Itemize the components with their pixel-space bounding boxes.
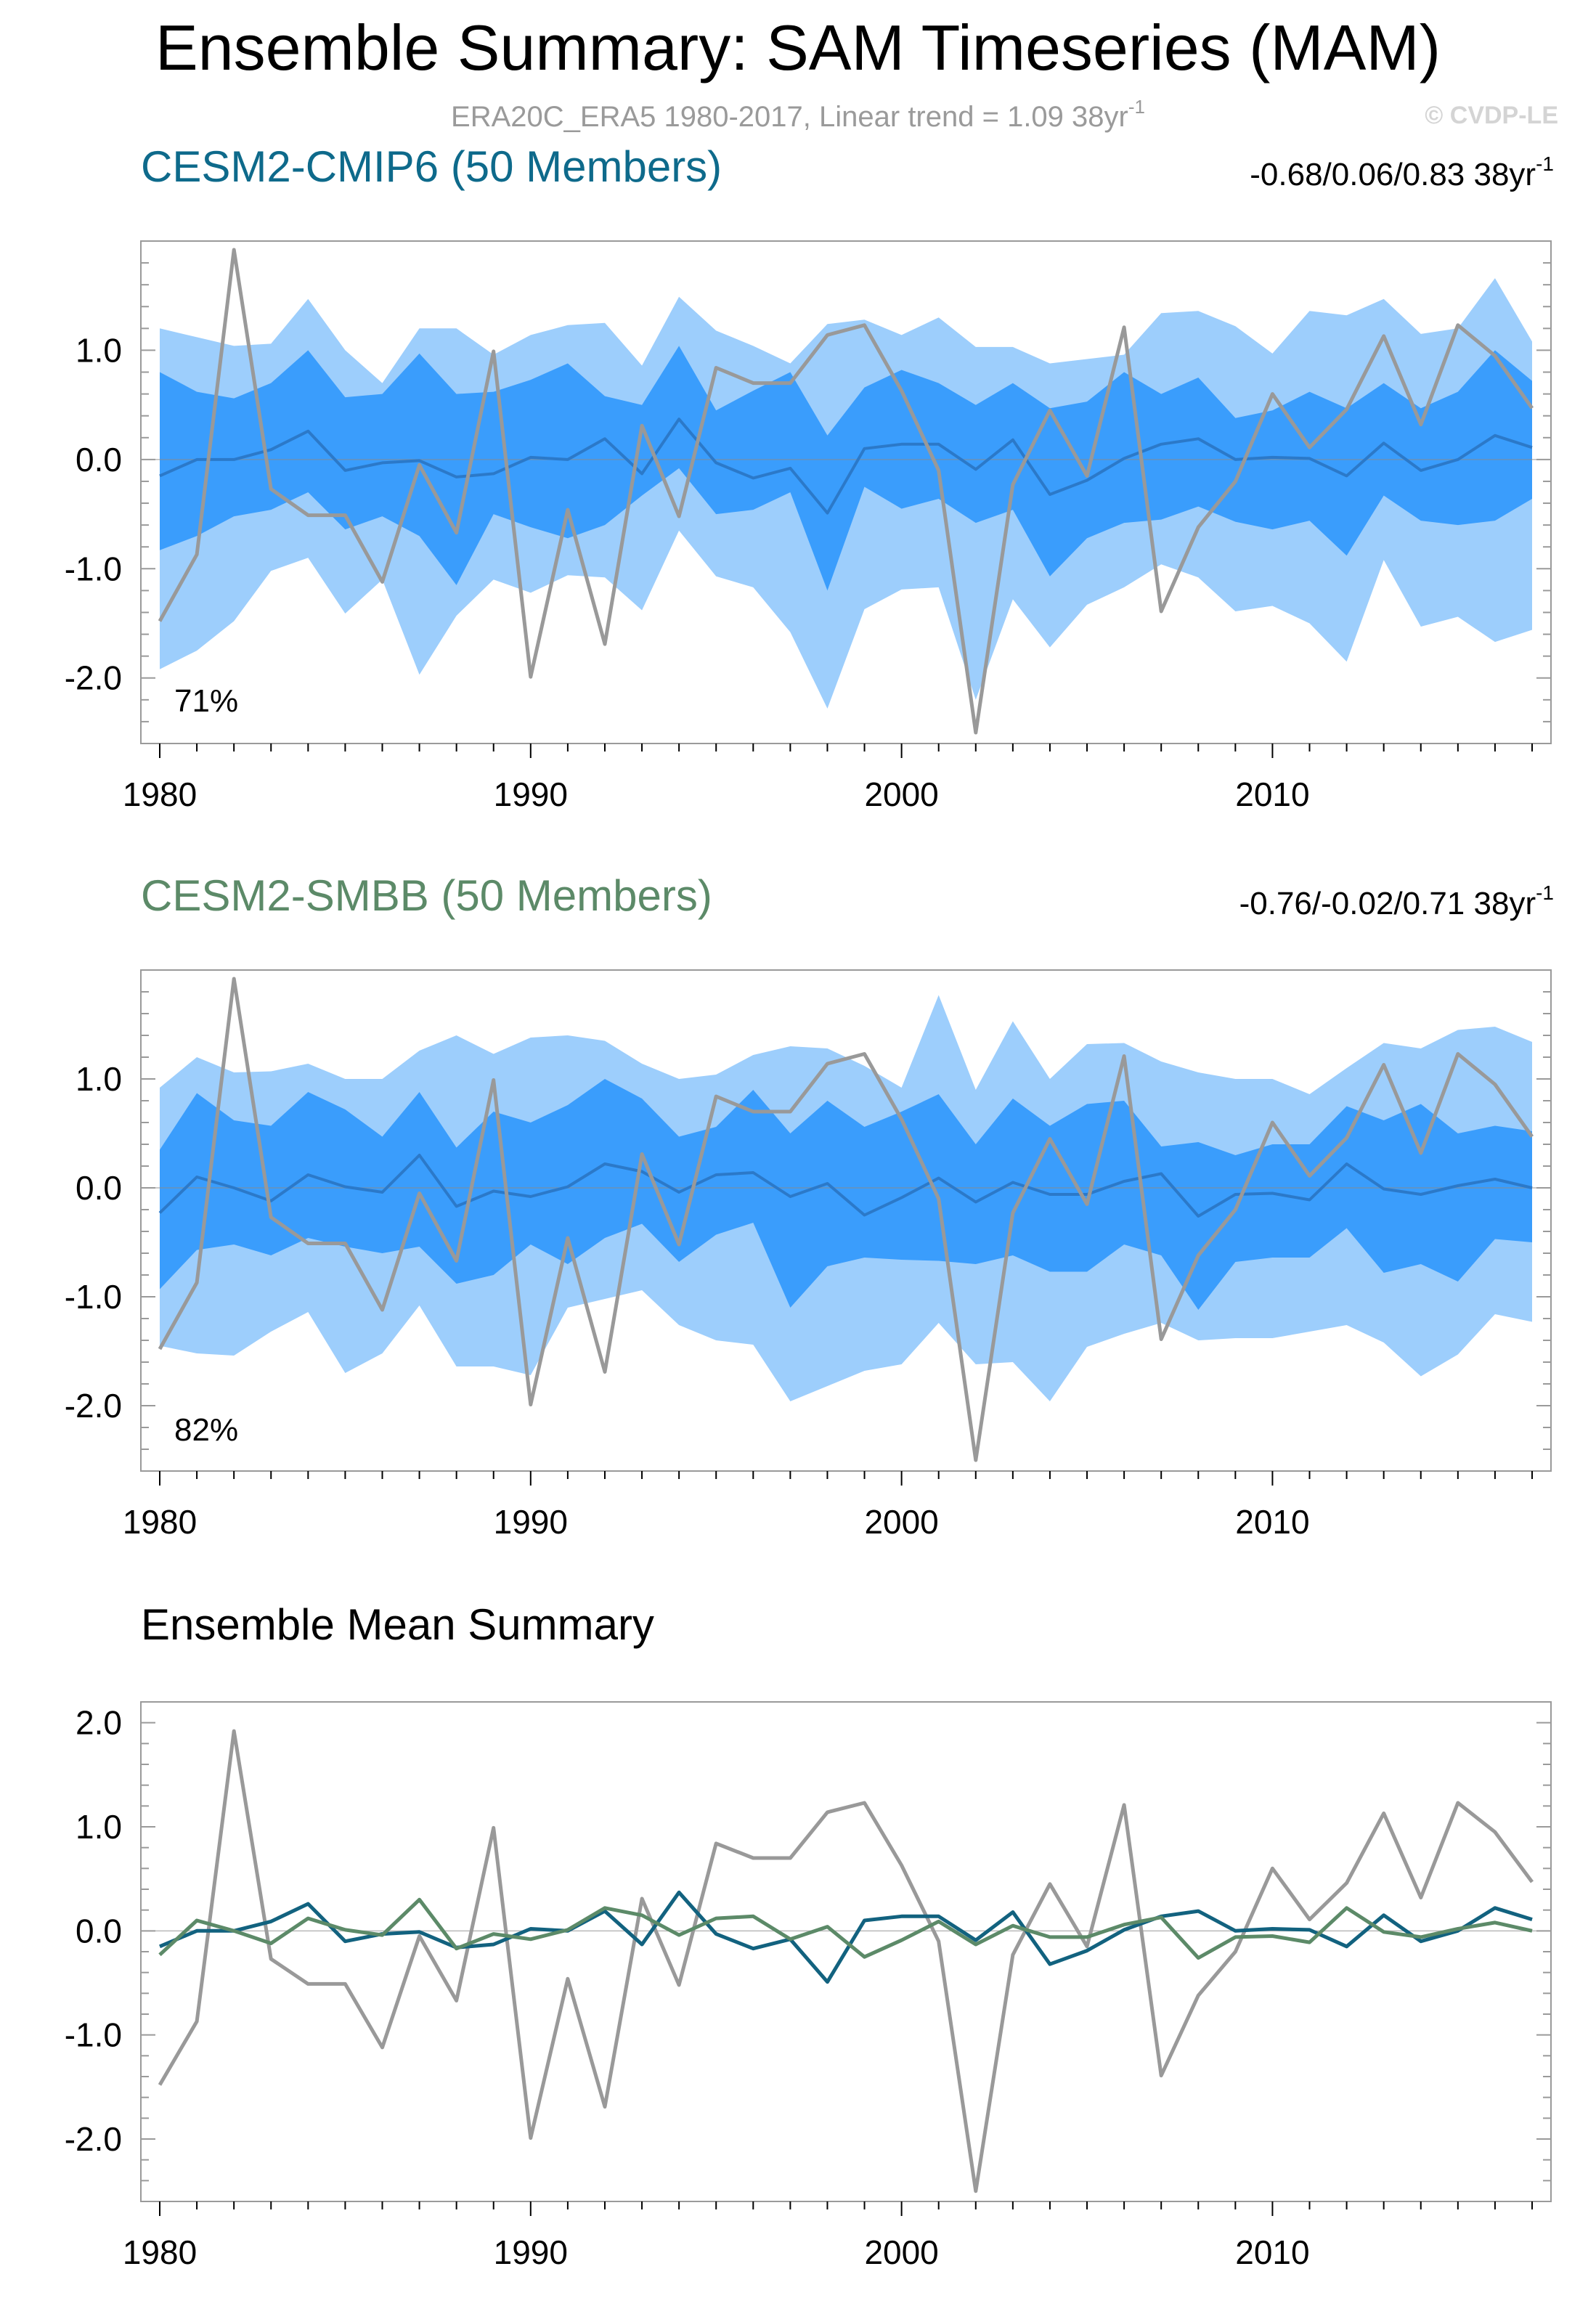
smbb-xtick-label: 2000 bbox=[864, 1503, 938, 1541]
cmip6-range-label: -0.68/0.06/0.83 38yr-1 bbox=[1250, 154, 1554, 191]
smbb-range-text: -0.76/-0.02/0.71 38yr bbox=[1239, 886, 1536, 921]
smbb-ensemble-mean-line bbox=[158, 1154, 1533, 1218]
summary-series-cesm2-smbb bbox=[158, 1897, 1533, 1960]
cmip6-ensemble-mean-line bbox=[159, 417, 1533, 515]
cmip6-ytick-label: -2.0 bbox=[65, 659, 122, 697]
cmip6-range-text: -0.68/0.06/0.83 38yr bbox=[1250, 157, 1536, 192]
summary-ytick-label: 0.0 bbox=[76, 1912, 122, 1950]
summary-ytick-label: -2.0 bbox=[65, 2120, 122, 2158]
cmip6-percent-label: 71% bbox=[174, 683, 238, 719]
smbb-plot: 1.0 0.0 -1.0 -2.0 1980 1990 2000 2010 82% bbox=[65, 969, 1552, 1541]
main-title: Ensemble Summary: SAM Timeseries (MAM) bbox=[155, 12, 1441, 83]
summary-ytick-label: 2.0 bbox=[76, 1704, 122, 1742]
summary-panel-title: Ensemble Mean Summary bbox=[141, 1600, 654, 1649]
summary-ytick-label: 1.0 bbox=[76, 1808, 122, 1846]
summary-series-cesm2-cmip6 bbox=[159, 1890, 1533, 1984]
cmip6-xtick-label: 1990 bbox=[494, 775, 568, 813]
summary-xtick-label: 1990 bbox=[494, 2233, 568, 2271]
subtitle-text: ERA20C_ERA5 1980-2017, Linear trend = 1.… bbox=[451, 101, 1128, 133]
summary-xtick-label: 2000 bbox=[864, 2233, 938, 2271]
smbb-ytick-label: 1.0 bbox=[76, 1060, 122, 1098]
smbb-ytick-label: 0.0 bbox=[76, 1169, 122, 1207]
cmip6-obs-line bbox=[158, 248, 1534, 735]
smbb-xtick-label: 1990 bbox=[494, 1503, 568, 1541]
smbb-inner-band bbox=[160, 1079, 1532, 1310]
credit-label: © CVDP-LE bbox=[1425, 102, 1558, 129]
summary-series-era20c-era5 bbox=[158, 1729, 1534, 2193]
cmip6-xtick-label: 2000 bbox=[864, 775, 938, 813]
cmip6-panel-title: CESM2-CMIP6 (50 Members) bbox=[141, 142, 722, 191]
subtitle: ERA20C_ERA5 1980-2017, Linear trend = 1.… bbox=[0, 97, 1596, 131]
smbb-obs-line bbox=[158, 977, 1534, 1462]
smbb-xtick-label: 1980 bbox=[123, 1503, 197, 1541]
summary-xtick-label: 1980 bbox=[123, 2233, 197, 2271]
cmip6-xtick-label: 2010 bbox=[1235, 775, 1309, 813]
cmip6-plot: 1.0 0.0 -1.0 -2.0 1980 1990 2000 2010 71% bbox=[65, 240, 1552, 813]
smbb-percent-label: 82% bbox=[174, 1412, 238, 1448]
cmip6-ytick-label: -1.0 bbox=[65, 550, 122, 587]
summary-xtick-label: 2010 bbox=[1235, 2233, 1309, 2271]
summary-plot: 2.0 1.0 0.0 -1.0 -2.0 1980 1990 2000 2010 bbox=[65, 1701, 1552, 2271]
cmip6-ytick-label: 1.0 bbox=[76, 331, 122, 369]
cmip6-inner-band bbox=[160, 346, 1532, 591]
smbb-range-sup: -1 bbox=[1536, 881, 1554, 904]
smbb-xtick-label: 2010 bbox=[1235, 1503, 1309, 1541]
cmip6-range-sup: -1 bbox=[1536, 152, 1554, 175]
smbb-ytick-label: -1.0 bbox=[65, 1278, 122, 1316]
smbb-range-label: -0.76/-0.02/0.71 38yr-1 bbox=[1239, 883, 1554, 920]
smbb-ytick-label: -2.0 bbox=[65, 1387, 122, 1425]
smbb-panel-title: CESM2-SMBB (50 Members) bbox=[141, 871, 712, 920]
subtitle-sup: -1 bbox=[1128, 96, 1145, 118]
summary-ytick-label: -1.0 bbox=[65, 2016, 122, 2054]
cmip6-xtick-label: 1980 bbox=[123, 775, 197, 813]
cmip6-ytick-label: 0.0 bbox=[76, 441, 122, 478]
